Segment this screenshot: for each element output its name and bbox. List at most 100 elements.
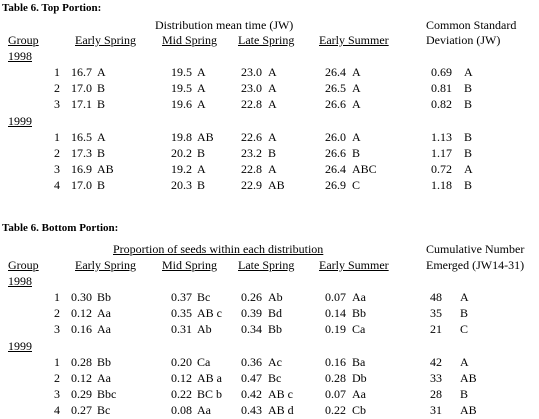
cell-letter: A [460,290,469,304]
cell-letter: A [460,355,469,369]
cell-letter: Aa [352,387,366,401]
cell-value: 0.22 [171,387,192,401]
column-header: Early Spring [75,258,136,272]
column-header: Mid Spring [162,33,218,47]
cell-value: 0.34 [241,322,262,336]
cell-letter: A [352,65,361,79]
cell-letter: Ca [197,355,211,369]
cell-value: 31 [430,403,442,417]
cell-letter: B [97,81,106,95]
cell-letter: A [464,65,473,79]
cell-letter: A [197,97,206,111]
cell-letter: B [97,97,106,111]
cell-letter: A [352,81,361,95]
cell-letter: Bc [197,290,211,304]
cell-value: 23.0 [241,65,262,79]
cell-letter: A [268,81,277,95]
cell-letter: ABC [352,162,377,176]
cell-value: 0.28 [325,371,346,385]
cell-value: 26.4 [325,65,346,79]
cell-letter: Bb [97,355,112,369]
cell-letter: B [97,146,106,160]
side-header: Common Standard [426,18,517,32]
side-header: Deviation (JW) [426,33,501,47]
row-number: 2 [54,81,60,95]
column-header: Mid Spring [162,258,218,272]
cell-letter: C [352,178,361,192]
cell-value: 48 [430,290,442,304]
row-number: 4 [54,403,60,417]
cell-value: 0.20 [171,355,192,369]
cell-letter: Bd [268,306,283,320]
cell-value: 23.2 [241,146,262,160]
cell-letter: A [464,162,473,176]
cell-value: 1.18 [431,178,452,192]
cell-letter: B [352,146,361,160]
cell-letter: C [460,322,469,336]
row-number: 1 [54,130,60,144]
cell-value: 0.27 [71,403,92,417]
cell-letter: Ac [268,355,282,369]
cell-value: 0.07 [325,387,346,401]
span-header: Proportion of seeds within each distribu… [113,242,324,256]
cell-value: 1.17 [431,146,452,160]
cell-value: 17.1 [71,97,92,111]
cell-value: 0.47 [241,371,262,385]
cell-value: 20.2 [171,146,192,160]
cell-value: 26.6 [325,146,346,160]
cell-value: 19.8 [171,130,192,144]
side-header: Cumulative Number [426,242,525,256]
cell-value: 22.6 [241,130,262,144]
cell-letter: Bbc [97,387,117,401]
cell-value: 0.28 [71,355,92,369]
cell-letter: Bb [268,322,283,336]
column-header: Late Spring [238,258,295,272]
cell-letter: B [460,387,469,401]
cell-letter: A [97,65,106,79]
group-label: Group [8,258,39,272]
row-number: 3 [54,322,60,336]
cell-letter: A [97,130,106,144]
group-year: 1999 [8,114,32,128]
cell-value: 16.9 [71,162,92,176]
cell-letter: AB [460,403,477,417]
group-label: Group [8,33,39,47]
cell-letter: A [268,130,277,144]
cell-letter: A [197,162,206,176]
cell-letter: A [268,97,277,111]
cell-value: 26.6 [325,97,346,111]
cell-letter: Aa [197,403,211,417]
cell-value: 0.82 [431,97,452,111]
cell-letter: Bb [97,290,112,304]
cell-letter: Aa [97,322,111,336]
cell-value: 17.0 [71,81,92,95]
cell-value: 22.9 [241,178,262,192]
column-header: Early Summer [319,33,389,47]
cell-letter: AB [197,130,214,144]
cell-value: 0.19 [325,322,346,336]
cell-letter: Ba [352,355,366,369]
cell-letter: B [464,81,473,95]
row-number: 1 [54,290,60,304]
cell-letter: B [197,178,206,192]
cell-letter: AB [460,371,477,385]
cell-value: 0.12 [71,306,92,320]
cell-letter: AB [268,178,285,192]
cell-letter: A [268,65,277,79]
cell-letter: Aa [97,371,111,385]
cell-letter: Db [352,371,367,385]
cell-value: 0.37 [171,290,192,304]
cell-letter: Aa [352,290,366,304]
cell-letter: B [268,146,277,160]
cell-value: 17.3 [71,146,92,160]
cell-value: 0.16 [71,322,92,336]
cell-value: 26.4 [325,162,346,176]
cell-value: 0.12 [171,371,192,385]
cell-value: 26.0 [325,130,346,144]
cell-letter: B [464,146,473,160]
cell-value: 0.36 [241,355,262,369]
span-header: Distribution mean time (JW) [155,18,294,32]
cell-value: 21 [430,322,442,336]
cell-value: 0.08 [171,403,192,417]
cell-letter: B [97,178,106,192]
